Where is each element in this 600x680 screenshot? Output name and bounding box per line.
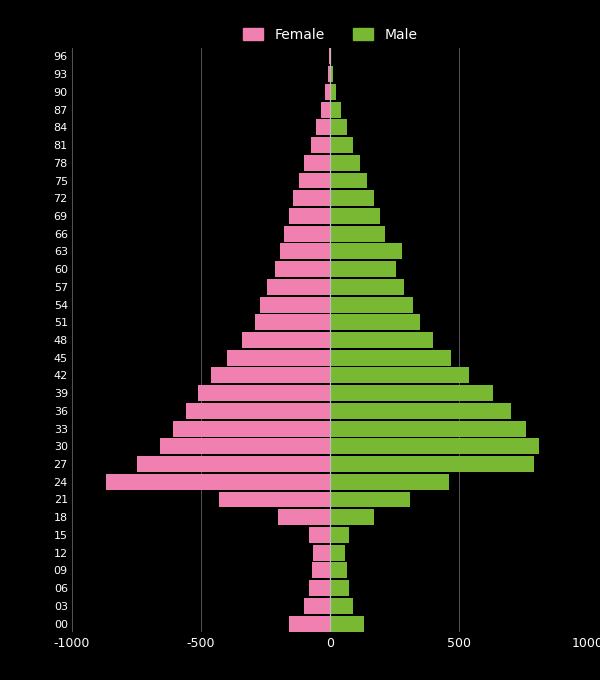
Bar — [330, 190, 374, 206]
Bar — [299, 173, 330, 188]
Bar — [330, 208, 380, 224]
Bar — [160, 439, 330, 454]
Bar — [278, 509, 330, 525]
Bar — [280, 243, 330, 259]
Bar — [330, 562, 347, 579]
Bar — [330, 243, 402, 259]
Bar — [293, 190, 330, 206]
Bar — [330, 296, 413, 313]
Bar — [330, 615, 364, 632]
Bar — [316, 120, 330, 135]
Bar — [330, 439, 539, 454]
Bar — [321, 101, 330, 118]
Bar — [330, 84, 337, 100]
Bar — [330, 545, 346, 560]
Bar — [330, 580, 349, 596]
Bar — [304, 155, 330, 171]
Bar — [304, 598, 330, 614]
Bar — [330, 367, 469, 384]
Bar — [284, 226, 330, 241]
Bar — [330, 332, 433, 348]
Bar — [330, 279, 404, 295]
Bar — [330, 385, 493, 401]
Bar — [267, 279, 330, 295]
Bar — [329, 48, 330, 65]
Bar — [330, 101, 341, 118]
Bar — [328, 66, 330, 82]
Bar — [330, 527, 349, 543]
Bar — [330, 314, 420, 330]
Bar — [289, 615, 330, 632]
Bar — [330, 137, 353, 153]
Bar — [325, 84, 330, 100]
Bar — [289, 208, 330, 224]
Bar — [106, 474, 330, 490]
Bar — [310, 527, 330, 543]
Bar — [330, 155, 359, 171]
Bar — [330, 48, 331, 65]
Bar — [330, 350, 451, 366]
Bar — [330, 492, 410, 507]
Bar — [330, 226, 385, 241]
Bar — [219, 492, 330, 507]
Bar — [311, 137, 330, 153]
Bar — [260, 296, 330, 313]
Bar — [330, 474, 449, 490]
Bar — [275, 261, 330, 277]
Bar — [330, 120, 347, 135]
Bar — [137, 456, 330, 472]
Bar — [330, 598, 353, 614]
Bar — [211, 367, 330, 384]
Bar — [310, 580, 330, 596]
Bar — [330, 421, 526, 437]
Bar — [312, 562, 330, 579]
Bar — [330, 173, 367, 188]
Bar — [255, 314, 330, 330]
Bar — [227, 350, 330, 366]
Bar — [199, 385, 330, 401]
Bar — [330, 403, 511, 419]
Bar — [330, 456, 534, 472]
Bar — [185, 403, 330, 419]
Bar — [330, 66, 332, 82]
Bar — [173, 421, 330, 437]
Bar — [330, 509, 374, 525]
Bar — [242, 332, 330, 348]
Bar — [313, 545, 330, 560]
Bar — [330, 261, 396, 277]
Legend: Female, Male: Female, Male — [237, 22, 423, 48]
